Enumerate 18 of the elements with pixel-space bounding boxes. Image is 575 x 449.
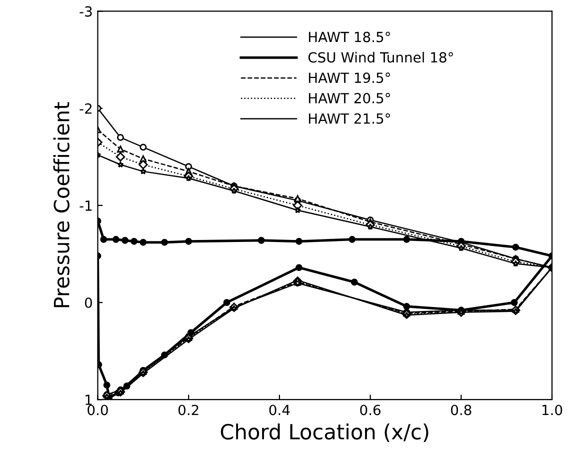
y-axis-title: Pressure Coefficient <box>53 102 70 308</box>
y-tick-label: -1 <box>80 200 92 211</box>
y-tick-label: 0 <box>84 297 92 308</box>
legend-label: HAWT 21.5° <box>308 113 390 124</box>
legend-label: HAWT 20.5° <box>308 92 390 104</box>
x-axis-title: Chord Location (x/c) <box>220 423 428 442</box>
x-tick-label: 1.0 <box>542 404 562 416</box>
y-tick-label: -2 <box>80 103 92 114</box>
x-tick-label: 0.8 <box>451 404 472 416</box>
y-tick-label: 1 <box>86 394 92 405</box>
legend-label: CSU Wind Tunnel 18° <box>308 52 453 63</box>
x-tick-label: 0.6 <box>360 404 380 416</box>
x-tick-label: 0.2 <box>178 404 198 416</box>
legend-label: HAWT 18.5° <box>308 32 390 42</box>
x-tick-label: 0.0 <box>88 404 108 416</box>
legend-label: HAWT 19.5° <box>308 72 390 84</box>
y-tick-label: -3 <box>80 6 92 17</box>
x-tick-label: 0.4 <box>269 404 290 416</box>
